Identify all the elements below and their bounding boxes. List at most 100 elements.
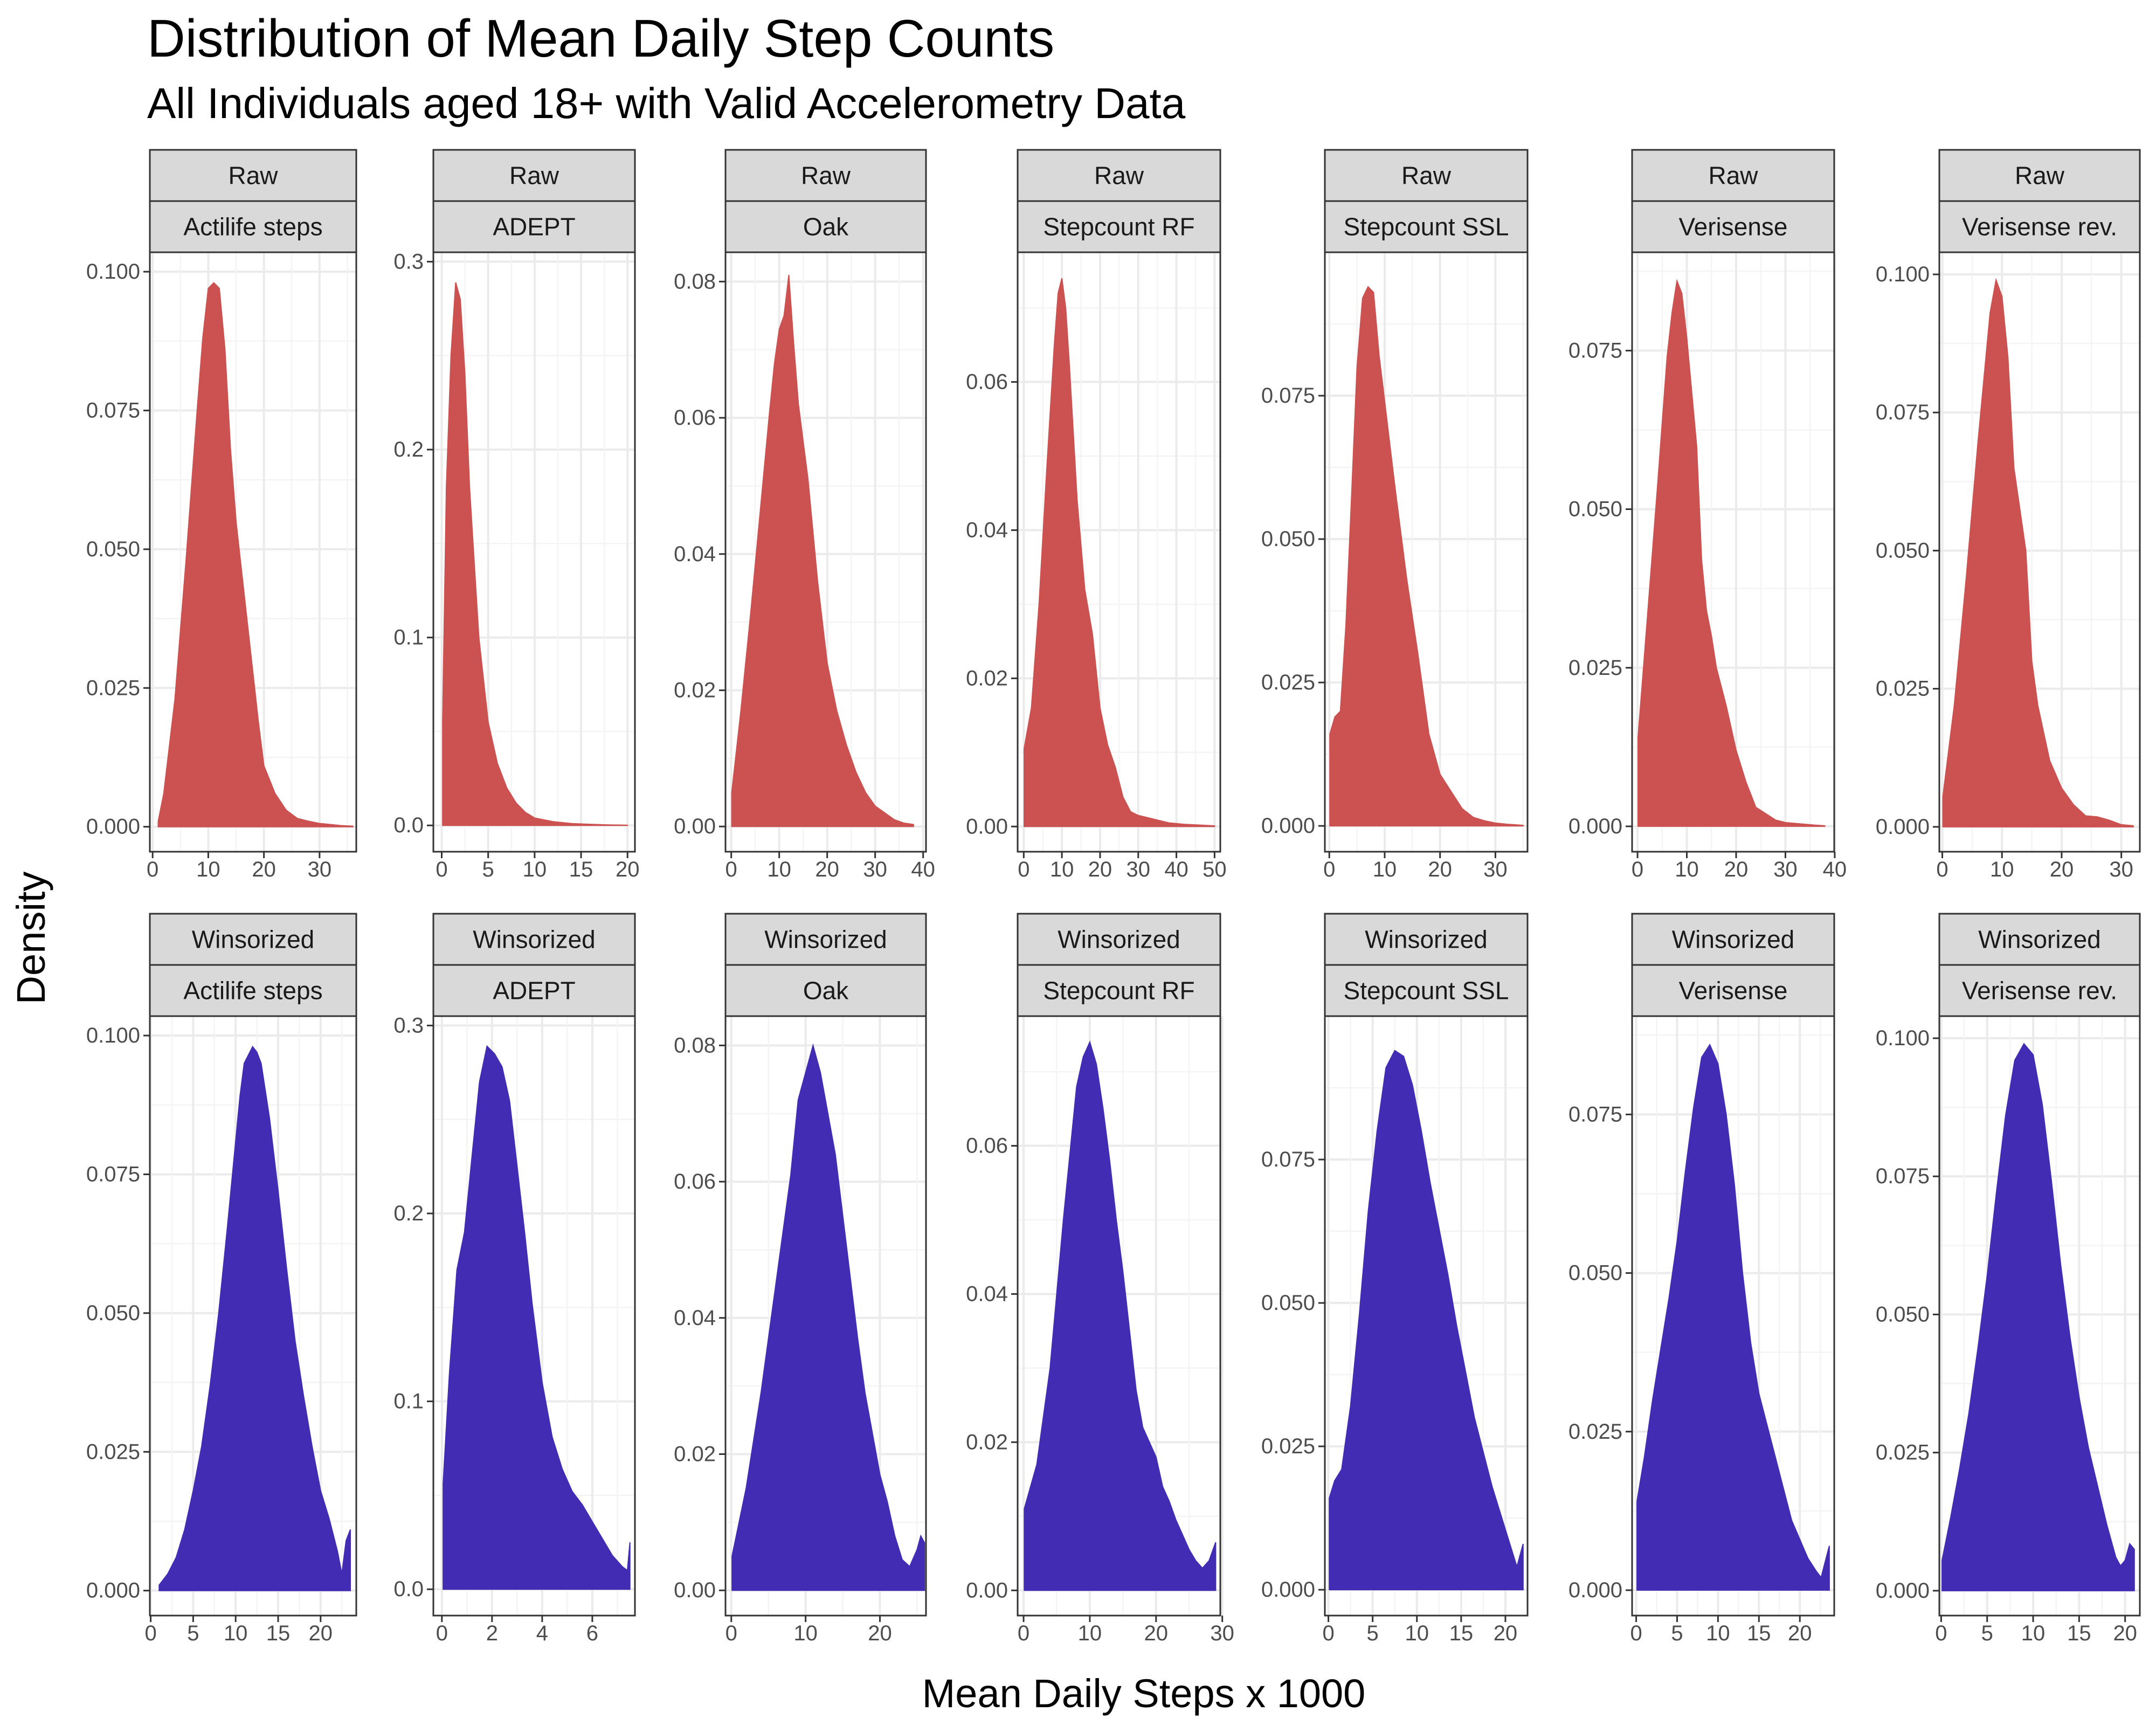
y-tick-label: 0.02	[674, 679, 716, 702]
density-area	[442, 282, 628, 826]
facet-strip-method	[1017, 964, 1221, 1017]
facet-strip-row	[1324, 913, 1529, 966]
y-tick-label: 0.000	[1568, 1578, 1622, 1602]
y-tick-label: 0.050	[1261, 527, 1315, 551]
y-tick-label: 0.04	[966, 1282, 1008, 1306]
x-tick-label: 2	[486, 1622, 498, 1645]
facet-strip-method	[1631, 200, 1835, 253]
x-tick-label: 10	[793, 1622, 818, 1645]
facet-strip-row-label: Raw	[509, 162, 559, 190]
facet-strip-row-label: Raw	[1401, 162, 1452, 190]
y-tick-label: 0.000	[86, 1579, 140, 1603]
y-tick-label: 0.00	[674, 815, 716, 838]
y-tick-label: 0.000	[1876, 815, 1930, 839]
x-tick-label: 20	[868, 1622, 892, 1645]
x-tick-label: 15	[2067, 1622, 2091, 1645]
x-tick-label: 10	[1990, 858, 2014, 881]
x-axis-label: Mean Daily Steps x 1000	[922, 1671, 1366, 1716]
x-tick-label: 10	[1405, 1622, 1429, 1645]
facet-strip-method	[724, 964, 927, 1017]
x-tick-label: 20	[2113, 1622, 2137, 1645]
facet-panel: Winsorized Verisense rev. 0.000 0.025 0.050 0…	[1876, 913, 2141, 1645]
y-tick-label: 0.050	[1568, 1261, 1622, 1285]
y-tick-label: 0.000	[86, 815, 140, 839]
facet-strip-method-label: Actilife steps	[183, 213, 322, 241]
facet-strip-row	[1938, 913, 2141, 966]
facet-strip-row	[1017, 913, 1221, 966]
facet-strip-method-label: Actilife steps	[183, 977, 322, 1005]
facet-strip-row-label: Raw	[2015, 162, 2065, 190]
x-tick-label: 10	[1050, 858, 1074, 881]
y-tick-label: 0.025	[1876, 1441, 1930, 1465]
y-tick-label: 0.075	[1568, 339, 1622, 362]
x-tick-label: 30	[1483, 858, 1508, 881]
facet-panel: Winsorized Stepcount RF 0.00 0.02 0.04 0.06 0 1…	[966, 913, 1234, 1645]
facet-panel: Winsorized ADEPT 0.0 0.1 0.2 0.3 0 2 4 6	[393, 913, 636, 1645]
y-tick-label: 0.025	[1568, 1420, 1622, 1444]
y-tick-label: 0.075	[1261, 384, 1315, 408]
y-tick-label: 0.06	[966, 1134, 1008, 1158]
x-tick-label: 0	[147, 858, 158, 881]
x-tick-label: 15	[1747, 1622, 1771, 1645]
y-tick-label: 0.2	[393, 1202, 424, 1225]
x-tick-label: 15	[266, 1622, 291, 1645]
y-tick-label: 0.3	[393, 250, 424, 273]
x-tick-label: 0	[436, 858, 447, 881]
facet-panel: Winsorized Stepcount SSL 0.000 0.025 0.050 0.…	[1261, 913, 1529, 1645]
y-tick-label: 0.025	[1261, 1434, 1315, 1458]
y-tick-label: 0.3	[393, 1013, 424, 1037]
x-tick-label: 0	[1018, 1622, 1029, 1645]
x-tick-label: 20	[616, 858, 640, 881]
facet-strip-row-label: Raw	[1708, 162, 1758, 190]
density-area	[1329, 286, 1524, 827]
density-area	[1941, 1043, 2135, 1591]
facet-strip-method-label: Stepcount SSL	[1344, 977, 1509, 1005]
x-tick-label: 30	[2109, 858, 2133, 881]
y-tick-label: 0.050	[86, 1301, 140, 1325]
facet-strip-method-label: Stepcount SSL	[1344, 213, 1509, 241]
density-area	[1636, 1043, 1830, 1591]
facet-panel: Winsorized Verisense 0.000 0.025 0.050 0.075 0…	[1568, 913, 1835, 1645]
density-area	[158, 1045, 351, 1591]
x-tick-label: 50	[1203, 858, 1227, 881]
x-tick-label: 5	[1671, 1622, 1683, 1645]
chart-subtitle: All Individuals aged 18+ with Valid Acce…	[147, 79, 1186, 127]
x-tick-label: 5	[1367, 1622, 1379, 1645]
y-tick-label: 0.08	[674, 1033, 716, 1057]
x-tick-label: 20	[1724, 858, 1749, 881]
x-tick-label: 5	[187, 1622, 199, 1645]
y-tick-label: 0.075	[86, 1162, 140, 1186]
facet-strip-row-label: Winsorized	[192, 926, 315, 954]
x-tick-label: 10	[1675, 858, 1699, 881]
x-tick-label: 10	[767, 858, 791, 881]
facet-panel: Raw Verisense rev. 0.000 0.025 0.050 0.075 0.1…	[1876, 149, 2141, 881]
x-tick-label: 20	[309, 1622, 333, 1645]
facet-strip-row	[149, 149, 357, 202]
panel-border	[1938, 251, 2141, 853]
panel-border	[1017, 251, 1221, 853]
x-tick-label: 40	[1164, 858, 1188, 881]
facet-strip-method	[432, 964, 636, 1017]
panel-border	[1631, 251, 1835, 853]
facet-strip-method	[1324, 200, 1529, 253]
x-tick-label: 10	[1078, 1622, 1102, 1645]
facet-strip-method	[1324, 964, 1529, 1017]
y-tick-label: 0.025	[86, 676, 140, 700]
panel-border	[149, 1015, 357, 1617]
y-tick-label: 0.050	[1261, 1291, 1315, 1315]
y-tick-label: 0.000	[1876, 1579, 1930, 1603]
facet-panel: Winsorized Actilife steps 0.000 0.025 0.050 0…	[86, 913, 357, 1645]
x-tick-label: 0	[1630, 1622, 1642, 1645]
facet-strip-row-label: Winsorized	[1672, 926, 1795, 954]
density-area	[1024, 1040, 1217, 1591]
x-tick-label: 5	[482, 858, 494, 881]
density-area	[1024, 278, 1215, 827]
x-tick-label: 20	[1788, 1622, 1812, 1645]
facet-strip-method	[432, 200, 636, 253]
y-tick-label: 0.00	[966, 815, 1008, 838]
y-tick-label: 0.025	[1876, 677, 1930, 701]
y-tick-label: 0.00	[674, 1578, 716, 1602]
y-tick-label: 0.100	[1876, 1026, 1930, 1050]
facet-panel: Raw Stepcount RF 0.00 0.02 0.04 0.06 0 10 20 30 40…	[966, 149, 1227, 881]
